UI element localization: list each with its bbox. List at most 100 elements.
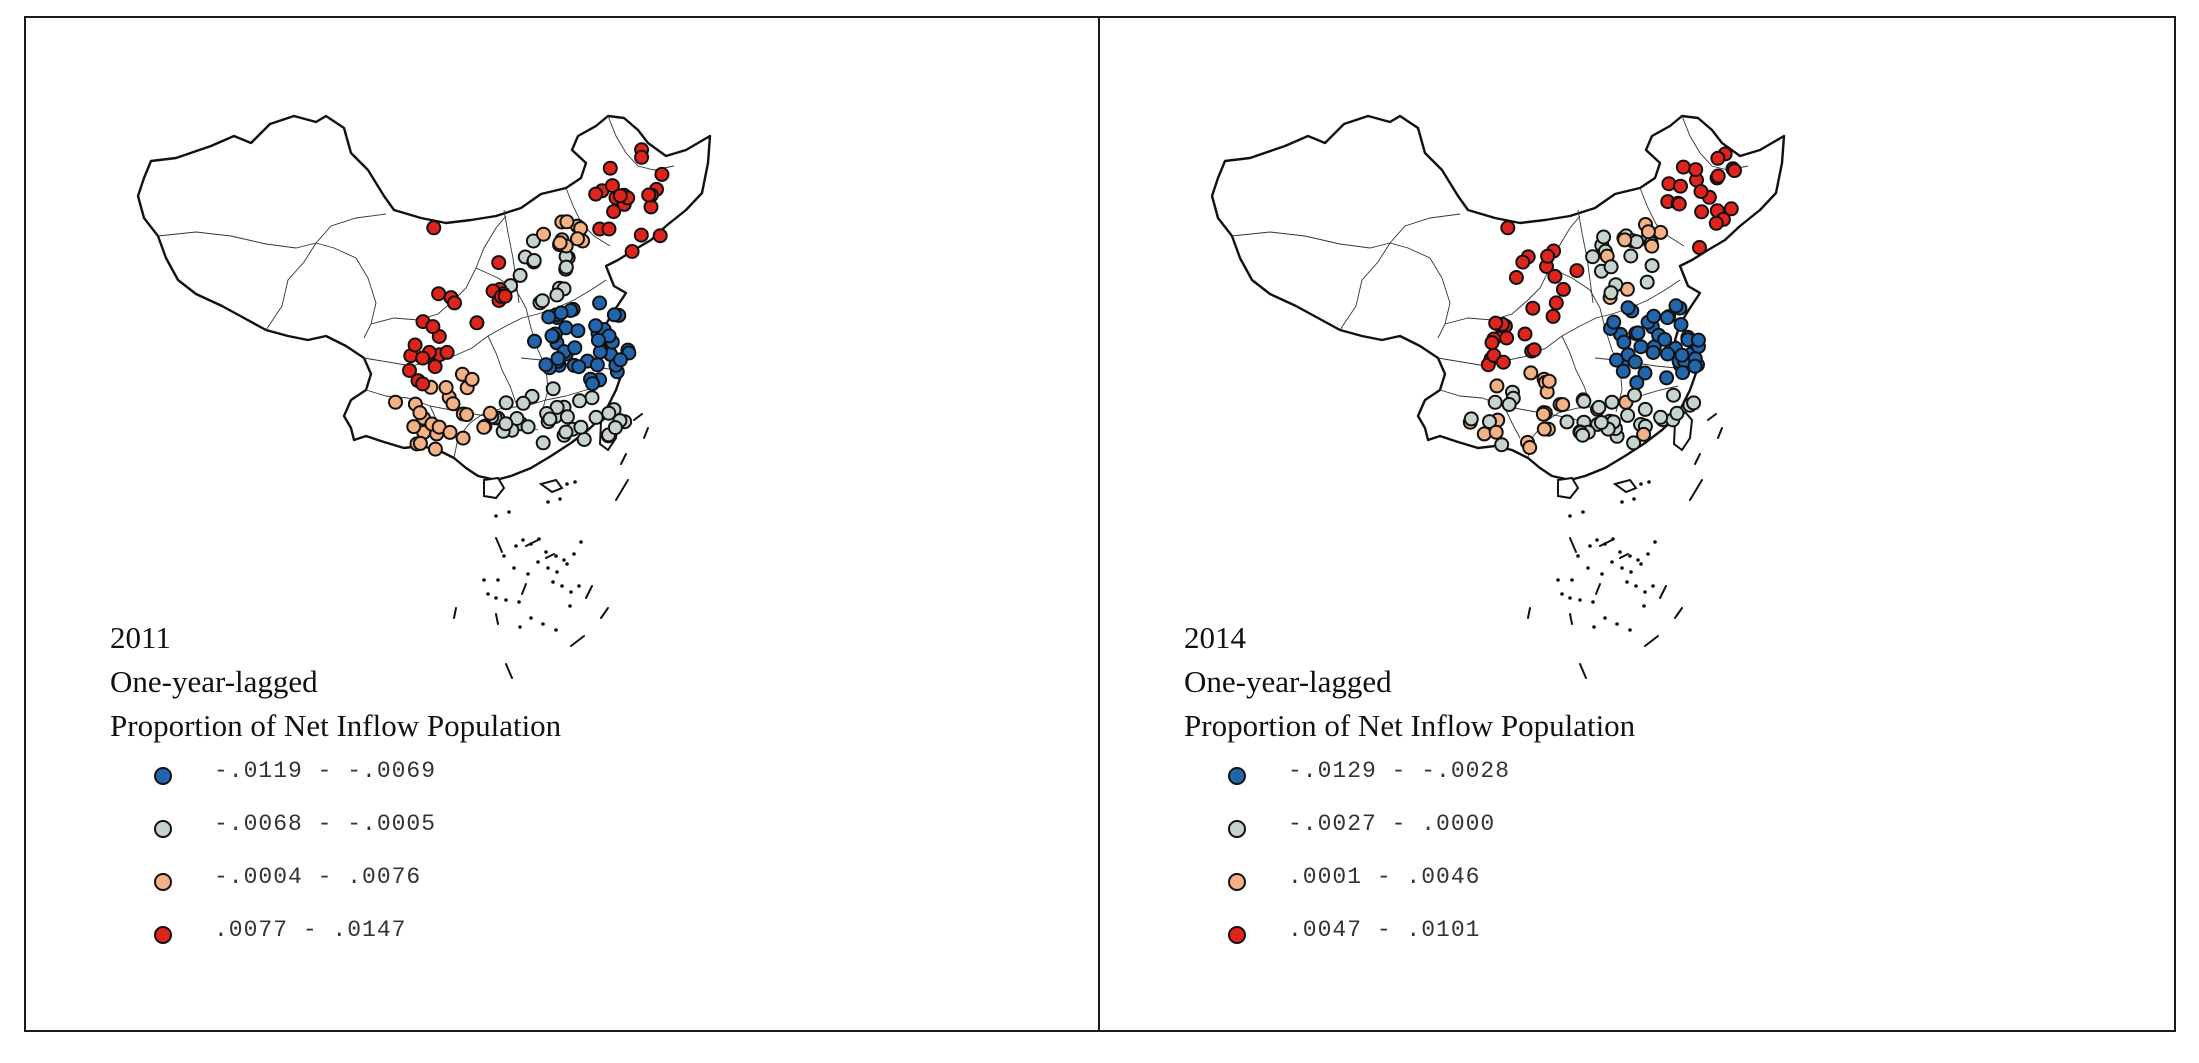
city-marker xyxy=(1627,387,1642,403)
caption-line-2: Proportion of Net Inflow Population xyxy=(1184,708,1636,743)
island-marker xyxy=(1568,514,1572,518)
province-boundary xyxy=(370,215,507,325)
dashed-boundary xyxy=(1694,453,1701,465)
city-marker xyxy=(1688,162,1704,178)
island-outline xyxy=(1612,478,1638,494)
island-marker xyxy=(1651,584,1655,588)
city-marker xyxy=(1653,409,1669,425)
city-marker xyxy=(439,344,455,360)
dashed-boundary xyxy=(495,537,503,553)
province-boundary xyxy=(1639,187,1685,247)
island-marker xyxy=(1620,566,1624,570)
map-caption: 2014 One-year-lagged Proportion of Net I… xyxy=(1184,616,1635,748)
island-marker xyxy=(568,604,572,608)
island-marker xyxy=(572,552,576,556)
city-marker xyxy=(552,235,568,251)
city-marker xyxy=(601,221,617,237)
island-marker xyxy=(555,570,559,574)
dashed-boundary xyxy=(633,413,643,421)
island-marker xyxy=(526,572,530,576)
city-marker xyxy=(584,390,600,406)
province-boundary xyxy=(1231,231,1391,249)
island-marker xyxy=(1581,510,1585,514)
island-marker xyxy=(494,514,498,518)
island-marker xyxy=(544,550,548,554)
city-marker xyxy=(654,166,670,182)
caption-line-2: Proportion of Net Inflow Population xyxy=(110,708,562,743)
province-boundary xyxy=(1339,213,1461,331)
legend-label: .0001 - .0046 xyxy=(1288,864,1481,890)
city-marker xyxy=(604,178,620,194)
city-marker xyxy=(447,295,462,311)
island-marker xyxy=(1568,596,1572,600)
city-marker xyxy=(388,394,403,410)
island-marker xyxy=(1634,584,1638,588)
province-boundary xyxy=(475,267,549,413)
island-marker xyxy=(1570,578,1574,582)
city-marker xyxy=(541,309,557,325)
city-marker xyxy=(497,288,513,304)
country-outline xyxy=(1210,114,1786,482)
island-marker xyxy=(546,566,550,570)
city-marker xyxy=(1615,363,1631,379)
island-marker xyxy=(536,560,540,564)
city-marker xyxy=(512,267,528,283)
city-marker xyxy=(1673,317,1689,332)
city-marker xyxy=(550,351,566,367)
city-marker xyxy=(525,233,541,249)
city-marker xyxy=(1639,274,1655,290)
city-marker xyxy=(476,419,492,435)
dashed-boundary xyxy=(1644,635,1659,647)
city-marker xyxy=(1545,308,1561,324)
city-marker xyxy=(491,255,507,271)
city-marker xyxy=(1576,393,1592,409)
city-marker xyxy=(571,359,587,375)
city-marker xyxy=(535,435,551,451)
island-marker xyxy=(1632,497,1636,501)
panel-divider xyxy=(1098,16,1100,1032)
city-markers xyxy=(388,142,670,457)
china-map-2011 xyxy=(136,114,712,679)
dashed-boundary xyxy=(1689,479,1703,501)
island-marker xyxy=(507,510,511,514)
city-marker xyxy=(1686,395,1702,411)
city-marker xyxy=(1659,370,1675,386)
dashed-boundary xyxy=(615,479,629,501)
city-marker xyxy=(1687,358,1703,374)
figure-frame xyxy=(24,16,2176,1032)
city-marker xyxy=(1603,259,1619,275)
island-marker xyxy=(551,580,555,584)
island-marker xyxy=(579,540,583,544)
city-marker xyxy=(1482,414,1497,430)
city-marker xyxy=(427,359,443,375)
city-marker xyxy=(1526,342,1542,358)
city-marker xyxy=(1633,339,1649,355)
city-marker xyxy=(1671,196,1687,212)
island-marker xyxy=(529,542,533,546)
island-marker xyxy=(1560,592,1564,596)
island-marker xyxy=(486,592,490,596)
legend-label: -.0119 - -.0069 xyxy=(214,758,437,784)
city-marker xyxy=(1540,248,1556,264)
city-marker xyxy=(1637,365,1653,381)
island-marker xyxy=(560,584,564,588)
city-marker xyxy=(1523,365,1539,381)
city-marker xyxy=(634,149,650,165)
dashed-boundary xyxy=(585,585,593,599)
city-marker xyxy=(426,220,442,236)
city-marker xyxy=(570,231,585,247)
city-marker xyxy=(412,435,428,451)
island-marker xyxy=(1643,590,1647,594)
island-marker xyxy=(482,578,486,582)
city-marker xyxy=(407,337,423,353)
city-marker xyxy=(1575,427,1591,443)
map-year: 2014 xyxy=(1184,620,1246,655)
city-marker xyxy=(1555,281,1571,297)
city-marker xyxy=(1708,215,1724,231)
map-panel-2011: 2011 One-year-lagged Proportion of Net I… xyxy=(26,18,1100,1030)
island-marker xyxy=(512,566,516,570)
city-marker xyxy=(515,395,531,411)
map-caption: 2011 One-year-lagged Proportion of Net I… xyxy=(110,616,561,748)
city-marker xyxy=(445,396,461,412)
dashed-boundary xyxy=(620,453,627,465)
